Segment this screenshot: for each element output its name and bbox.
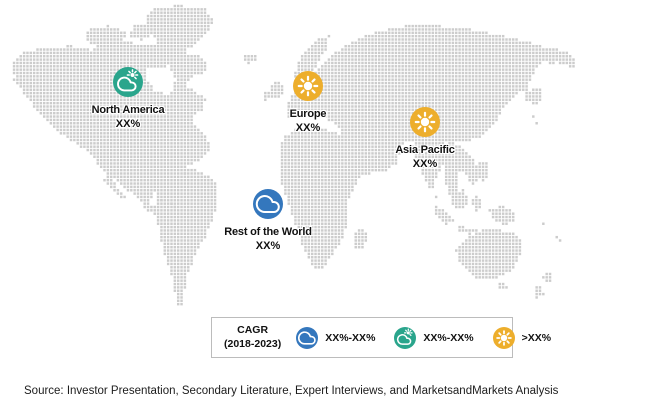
region-label: Europe [289,108,327,120]
region-marker-europe: Europe XX% [233,71,383,136]
region-label: North America [91,104,165,116]
legend-item-high: >XX% [492,326,552,349]
region-label: Asia Pacific [395,144,455,156]
sun-icon [410,107,440,137]
region-value: XX% [115,118,141,130]
cloud-icon [253,189,283,219]
legend-item-low: XX%-XX% [296,326,376,349]
sun-icon [492,326,515,349]
region-value: XX% [295,122,321,134]
legend-item-label: >XX% [521,331,552,344]
partly-cloudy-icon [394,326,417,349]
partly-cloudy-icon [113,67,143,97]
legend-item-label: XX%-XX% [423,331,474,344]
legend-item-label: XX%-XX% [325,331,376,344]
region-marker-asia-pacific: Asia Pacific XX% [350,107,500,172]
cloud-icon [296,326,319,349]
legend-item-mid: XX%-XX% [394,326,474,349]
cagr-title: CAGR (2018-2023) [224,324,281,351]
source-text: Source: Investor Presentation, Secondary… [24,385,559,397]
cagr-title-line2: (2018-2023) [224,337,282,350]
region-marker-north-america: North America XX% [53,67,203,132]
world-dot-map [0,0,650,330]
legend-box: CAGR (2018-2023) XX%-XX% [211,317,551,358]
region-marker-rest-of-world: Rest of the World XX% [193,189,343,254]
region-value: XX% [412,158,438,170]
region-value: XX% [255,240,281,252]
region-label: Rest of the World [224,226,312,238]
sun-icon [293,71,323,101]
cagr-title-line1: CAGR [237,323,269,336]
